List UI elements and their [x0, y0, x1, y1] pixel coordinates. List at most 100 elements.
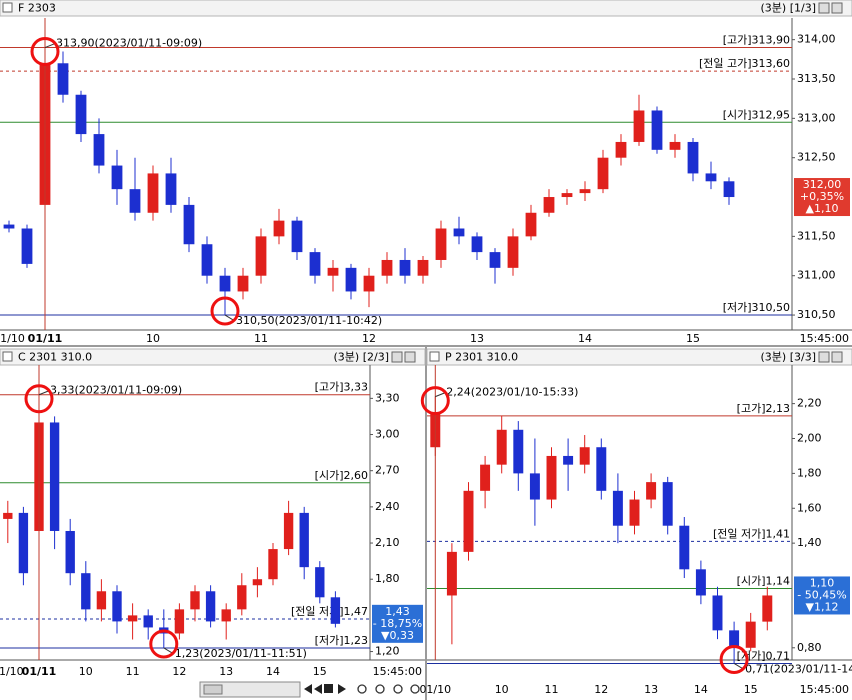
scroll-toolbar[interactable]: [199, 681, 420, 698]
y-tick-label: 1,80: [375, 572, 400, 585]
level-label: [저가]0,71: [737, 649, 790, 662]
x-tick-label: 13: [470, 332, 484, 345]
header-bar: [0, 348, 426, 366]
candle-body: [237, 585, 247, 610]
highlight-circle: [30, 37, 60, 67]
candle-body: [712, 595, 723, 631]
candle-body: [283, 512, 294, 550]
candle-body: [96, 591, 107, 610]
level-label: [저가]310,50: [723, 301, 790, 314]
candle-body: [579, 189, 591, 194]
candle-body: [496, 429, 507, 465]
candle-body: [190, 591, 200, 610]
annotation-pointer: [44, 43, 56, 49]
candle-body: [315, 567, 325, 598]
price-box: [794, 576, 850, 615]
price-box-text: - 50,45%: [797, 588, 846, 601]
candle-body: [662, 482, 673, 526]
header-bar: [426, 348, 852, 366]
window-button[interactable]: [818, 351, 830, 363]
window-button[interactable]: [818, 2, 830, 14]
y-tick-label: 311,50: [797, 229, 836, 242]
scrollbar[interactable]: [199, 681, 301, 698]
candle-body: [687, 141, 699, 174]
y-tick-label: 0,80: [797, 641, 822, 654]
candle-body: [399, 259, 411, 276]
y-tick-label: 1,80: [797, 466, 822, 479]
price-box: [794, 178, 850, 217]
highlight-circle: [420, 386, 450, 416]
chart-period: (3분) [1/3]: [761, 2, 816, 15]
candle-body: [489, 252, 501, 268]
annotation-label: 1,23(2023/01/11-11:51): [175, 647, 307, 660]
candle-body: [563, 455, 574, 465]
price-box-text: 312,00: [803, 178, 842, 191]
candle-body: [129, 189, 141, 213]
candle-body: [330, 597, 341, 624]
candle-body: [75, 94, 87, 135]
window-button[interactable]: [404, 351, 416, 363]
panel-divider: [0, 345, 852, 347]
x-tick-label: 14: [694, 683, 708, 696]
y-tick-label: 2,20: [797, 397, 822, 410]
y-tick-label: 1,60: [797, 501, 822, 514]
window-button[interactable]: [831, 2, 843, 14]
x-tick-label: 10: [495, 683, 509, 696]
level-label: [시가]1,14: [737, 574, 790, 587]
candle-body: [633, 110, 645, 142]
x-tick-label: 01/11: [22, 665, 57, 678]
price-box: [372, 604, 423, 643]
play-button[interactable]: [338, 684, 346, 694]
zoom-buttons[interactable]: [357, 684, 420, 694]
candle-body: [417, 259, 429, 276]
candle-body: [543, 197, 555, 213]
candle-body: [57, 63, 69, 95]
y-tick-label: 1,40: [797, 536, 822, 549]
x-tick-label: 01/10: [0, 332, 25, 345]
level-label: [고가]313,90: [723, 34, 790, 47]
chart-title: C 2301 310.0: [18, 351, 92, 364]
back-button[interactable]: [304, 684, 322, 694]
x-tick-label: 10: [146, 332, 160, 345]
candle-body: [546, 455, 557, 500]
y-tick-label: 3,00: [375, 428, 400, 441]
scroll-thumb[interactable]: [203, 684, 223, 695]
candle-body: [597, 157, 609, 190]
price-box-text: 1,10: [810, 576, 835, 589]
candle-body: [453, 228, 465, 237]
y-tick-label: 310,50: [797, 308, 836, 321]
candle-body: [529, 473, 540, 500]
level-label: [시가]312,95: [723, 108, 790, 121]
candle-body: [111, 165, 123, 190]
annotation-label: 2,24(2023/01/10-15:33): [446, 386, 578, 399]
header-checkbox: [2, 351, 13, 362]
candle-body: [363, 275, 375, 292]
y-tick-label: 312,50: [797, 151, 836, 164]
candle-body: [669, 141, 681, 150]
candle-body: [507, 236, 519, 268]
y-tick-label: 313,50: [797, 72, 836, 85]
candle-body: [183, 204, 195, 245]
chart-title: P 2301 310.0: [445, 351, 518, 364]
y-tick-label: 314,00: [797, 33, 836, 46]
candle-body: [255, 236, 267, 276]
y-tick-label: 311,00: [797, 269, 836, 282]
x-end-time: 15:45:00: [373, 665, 422, 678]
candle-body: [446, 551, 457, 596]
candle-body: [463, 490, 474, 552]
candle-body: [327, 267, 339, 276]
stop-button[interactable]: [324, 684, 333, 693]
level-label: [전일 고가]313,60: [699, 56, 790, 70]
x-tick-label: 11: [126, 665, 140, 678]
annotation-label: 3,33(2023/01/11-09:09): [50, 384, 182, 397]
candle-body: [471, 236, 483, 253]
highlight-circle: [24, 384, 54, 414]
candle-body: [205, 591, 216, 622]
candle-body: [629, 499, 640, 526]
candle-body: [615, 141, 627, 158]
chart-period: (3분) [2/3]: [334, 351, 389, 364]
window-button[interactable]: [831, 351, 843, 363]
window-button[interactable]: [391, 351, 403, 363]
candle-body: [252, 579, 263, 586]
candle-body: [3, 512, 13, 519]
